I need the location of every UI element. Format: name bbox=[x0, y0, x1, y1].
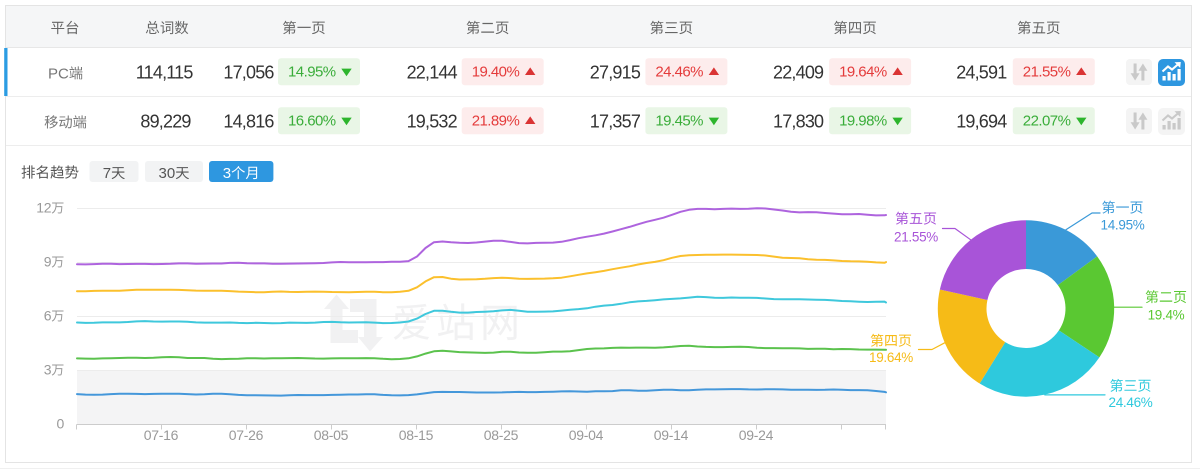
svg-text:3: 3 bbox=[223, 165, 231, 182]
svg-text:17,056: 17,056 bbox=[223, 63, 274, 83]
svg-text:17,830: 17,830 bbox=[773, 112, 824, 132]
svg-text:22,144: 22,144 bbox=[407, 63, 458, 83]
svg-text:30: 30 bbox=[159, 165, 176, 182]
svg-text:19.4%: 19.4% bbox=[1148, 307, 1185, 322]
svg-text:14.95%: 14.95% bbox=[1101, 217, 1145, 232]
svg-text:19.40%: 19.40% bbox=[472, 63, 520, 80]
svg-text:19.98%: 19.98% bbox=[839, 112, 887, 129]
svg-text:24,591: 24,591 bbox=[956, 63, 1007, 83]
svg-text:22,409: 22,409 bbox=[773, 63, 824, 83]
svg-text:19,532: 19,532 bbox=[407, 112, 458, 132]
svg-text:24.46%: 24.46% bbox=[1109, 395, 1153, 410]
svg-text:14.95%: 14.95% bbox=[288, 63, 336, 80]
svg-text:08-25: 08-25 bbox=[484, 427, 519, 443]
svg-text:16.60%: 16.60% bbox=[288, 112, 336, 129]
svg-text:09-14: 09-14 bbox=[654, 427, 689, 443]
svg-text:17,357: 17,357 bbox=[590, 112, 641, 132]
svg-text:114,115: 114,115 bbox=[136, 63, 194, 83]
svg-text:09-04: 09-04 bbox=[569, 427, 604, 443]
svg-text:19,694: 19,694 bbox=[956, 112, 1007, 132]
svg-text:19.45%: 19.45% bbox=[655, 112, 703, 129]
svg-text:6: 6 bbox=[44, 308, 52, 324]
svg-text:27,915: 27,915 bbox=[590, 63, 641, 83]
svg-text:19.64%: 19.64% bbox=[839, 63, 887, 80]
svg-text:08-15: 08-15 bbox=[399, 427, 434, 443]
svg-text:07-16: 07-16 bbox=[144, 427, 179, 443]
svg-text:09-24: 09-24 bbox=[739, 427, 774, 443]
svg-text:22.07%: 22.07% bbox=[1023, 112, 1071, 129]
svg-text:PC: PC bbox=[48, 65, 69, 82]
svg-text:24.46%: 24.46% bbox=[655, 63, 703, 80]
svg-text:19.64%: 19.64% bbox=[869, 350, 913, 365]
svg-text:0: 0 bbox=[57, 416, 65, 432]
svg-text:3: 3 bbox=[44, 362, 52, 378]
svg-text:89,229: 89,229 bbox=[140, 112, 191, 132]
svg-text:21.55%: 21.55% bbox=[894, 230, 938, 245]
svg-text:14,816: 14,816 bbox=[223, 112, 274, 132]
svg-text:21.89%: 21.89% bbox=[472, 112, 520, 129]
svg-text:07-26: 07-26 bbox=[229, 427, 264, 443]
svg-text:9: 9 bbox=[44, 254, 52, 270]
svg-text:08-05: 08-05 bbox=[314, 427, 349, 443]
svg-text:7: 7 bbox=[103, 165, 111, 182]
svg-text:12: 12 bbox=[36, 200, 51, 216]
svg-text:21.55%: 21.55% bbox=[1023, 63, 1071, 80]
